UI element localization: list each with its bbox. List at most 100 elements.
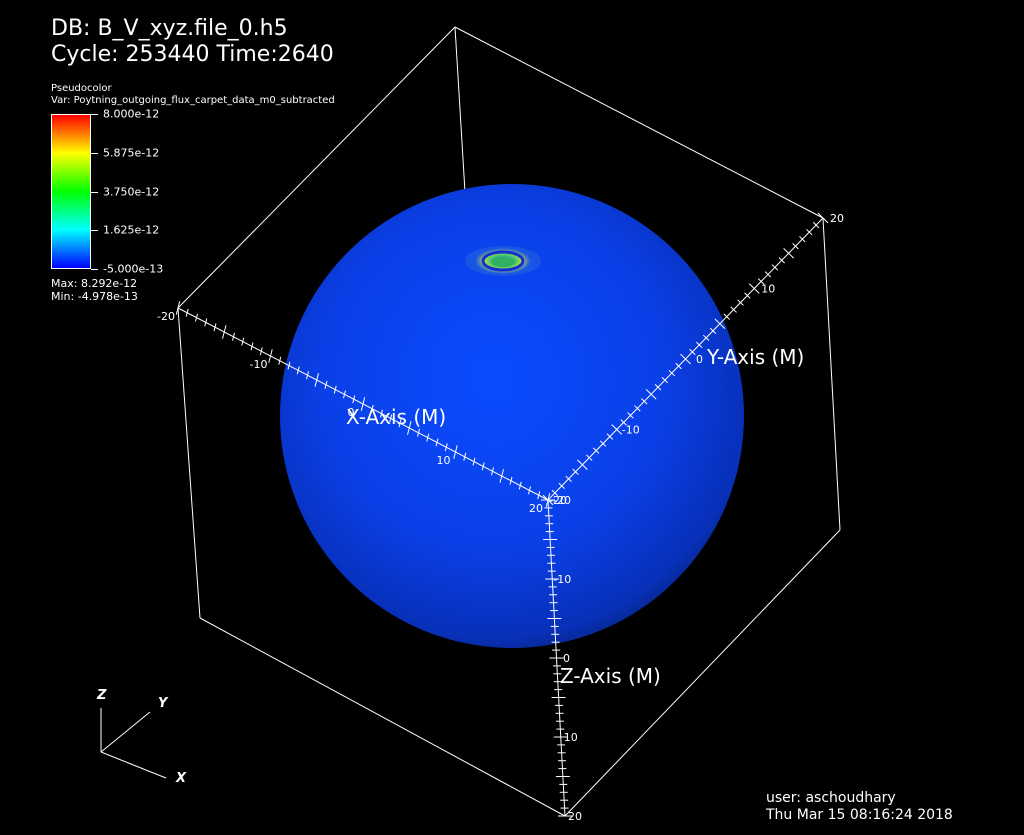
axis-tick (668, 369, 675, 377)
axis-tick (757, 278, 765, 285)
axis-tick-label: 0 (348, 406, 355, 419)
axis-tick (528, 486, 531, 495)
timestamp: Thu Mar 15 08:16:24 2018 (766, 807, 953, 823)
axis-tick (352, 395, 356, 404)
axis-tick (407, 421, 412, 435)
axis-tick (204, 318, 208, 327)
axis-tick (232, 332, 235, 341)
axis-tick (472, 457, 476, 466)
axis-tick (709, 327, 717, 334)
legend-variable: Var: Poytning_outgoing_flux_carpet_data_… (51, 95, 335, 106)
axis-tick-label: 10 (761, 283, 775, 296)
axis-tick (296, 366, 300, 375)
axis-tick (287, 361, 291, 370)
axis-tick (453, 445, 458, 459)
axis-tick (537, 491, 541, 500)
axis-tick (259, 347, 263, 356)
axis-tick (241, 337, 245, 346)
axis-tick (250, 342, 254, 351)
axis-tick (675, 362, 682, 370)
user-name: user: aschoudhary (766, 790, 896, 806)
axis-tick (463, 452, 467, 461)
axis-tick (696, 341, 703, 349)
axis-tick (551, 489, 559, 497)
axis-tick (817, 212, 829, 224)
legend-min: Min: -4.978e-13 (51, 290, 138, 303)
axis-tick (306, 371, 309, 380)
axis-tick (213, 323, 217, 332)
axis-tick (389, 414, 393, 423)
axis-tick (565, 475, 572, 483)
axis-tick (222, 325, 227, 339)
triad-x-label: X (176, 771, 187, 786)
axis-tick (654, 384, 662, 391)
axis-tick (599, 440, 607, 447)
axis-tick (771, 264, 779, 271)
x-axis-title: X-Axis (M) (346, 405, 447, 429)
z-axis-title: Z-Axis (M) (560, 664, 661, 688)
axis-tick-label: -20 (549, 494, 567, 507)
axis-tick (380, 409, 383, 418)
axis-tick (333, 385, 337, 394)
axis-tick (268, 349, 273, 363)
flux-hotspot (465, 246, 541, 276)
colorbar-tick-label: -5.000e-13 (103, 262, 164, 276)
axis-tick (576, 459, 588, 471)
axis-tick (748, 283, 760, 294)
axis-tick (481, 462, 485, 471)
axis-tick (737, 299, 744, 306)
axis-tick (185, 308, 189, 317)
axis-tick (806, 228, 813, 236)
colorbar-tick-mark (91, 192, 98, 193)
colorbar-tick-label: 5.875e-12 (103, 146, 160, 160)
axis-tick (799, 235, 806, 243)
axis-tick (398, 419, 402, 428)
orientation-triad (100, 708, 167, 779)
axis-tick (661, 376, 669, 384)
axis-tick (812, 221, 820, 229)
axis-tick (278, 356, 282, 365)
axis-tick (744, 292, 751, 299)
axis-tick (641, 398, 648, 405)
y-axis-title: Y-Axis (M) (707, 345, 805, 369)
axis-tick (314, 373, 319, 387)
axis-tick (689, 348, 696, 356)
colorbar-tick-mark (91, 114, 98, 115)
axis-tick (343, 390, 346, 399)
axis-tick (592, 447, 600, 454)
axis-tick (611, 424, 623, 435)
axis-tick (606, 433, 614, 440)
axis-tick (444, 443, 448, 452)
axis-tick-label: -10 (250, 358, 268, 371)
legend-plot-type: Pseudocolor (51, 83, 112, 94)
axis-tick (360, 397, 366, 411)
colorbar-tick-label: 3.750e-12 (103, 185, 160, 199)
axis-tick (518, 481, 522, 490)
bounding-box-back (177, 26, 824, 309)
axis-tick-label: 10 (437, 454, 451, 467)
axis-tick-label: -20 (157, 310, 175, 323)
axis-tick (509, 476, 513, 485)
axis-tick (645, 388, 657, 400)
axis-tick (764, 271, 772, 278)
axis-tick (702, 334, 710, 342)
axis-tick (634, 405, 641, 412)
axis-tick (491, 467, 494, 476)
sphere-surface (280, 184, 744, 648)
axis-tick-label: 20 (568, 810, 582, 823)
axis-tick (586, 454, 593, 461)
axis-tick-label: -10 (553, 573, 571, 586)
axis-tick (558, 482, 565, 490)
colorbar-tick-mark (91, 153, 98, 154)
axis-ticks (175, 212, 829, 817)
axis-tick (426, 433, 430, 442)
triad-z-label: Z (97, 688, 107, 703)
axis-tick (499, 469, 504, 483)
axis-tick-label: 0 (696, 353, 703, 366)
axis-tick (680, 353, 691, 365)
axis-tick (195, 313, 198, 322)
axis-tick (783, 247, 795, 259)
database-name: DB: B_V_xyz.file_0.h5 (51, 16, 288, 41)
